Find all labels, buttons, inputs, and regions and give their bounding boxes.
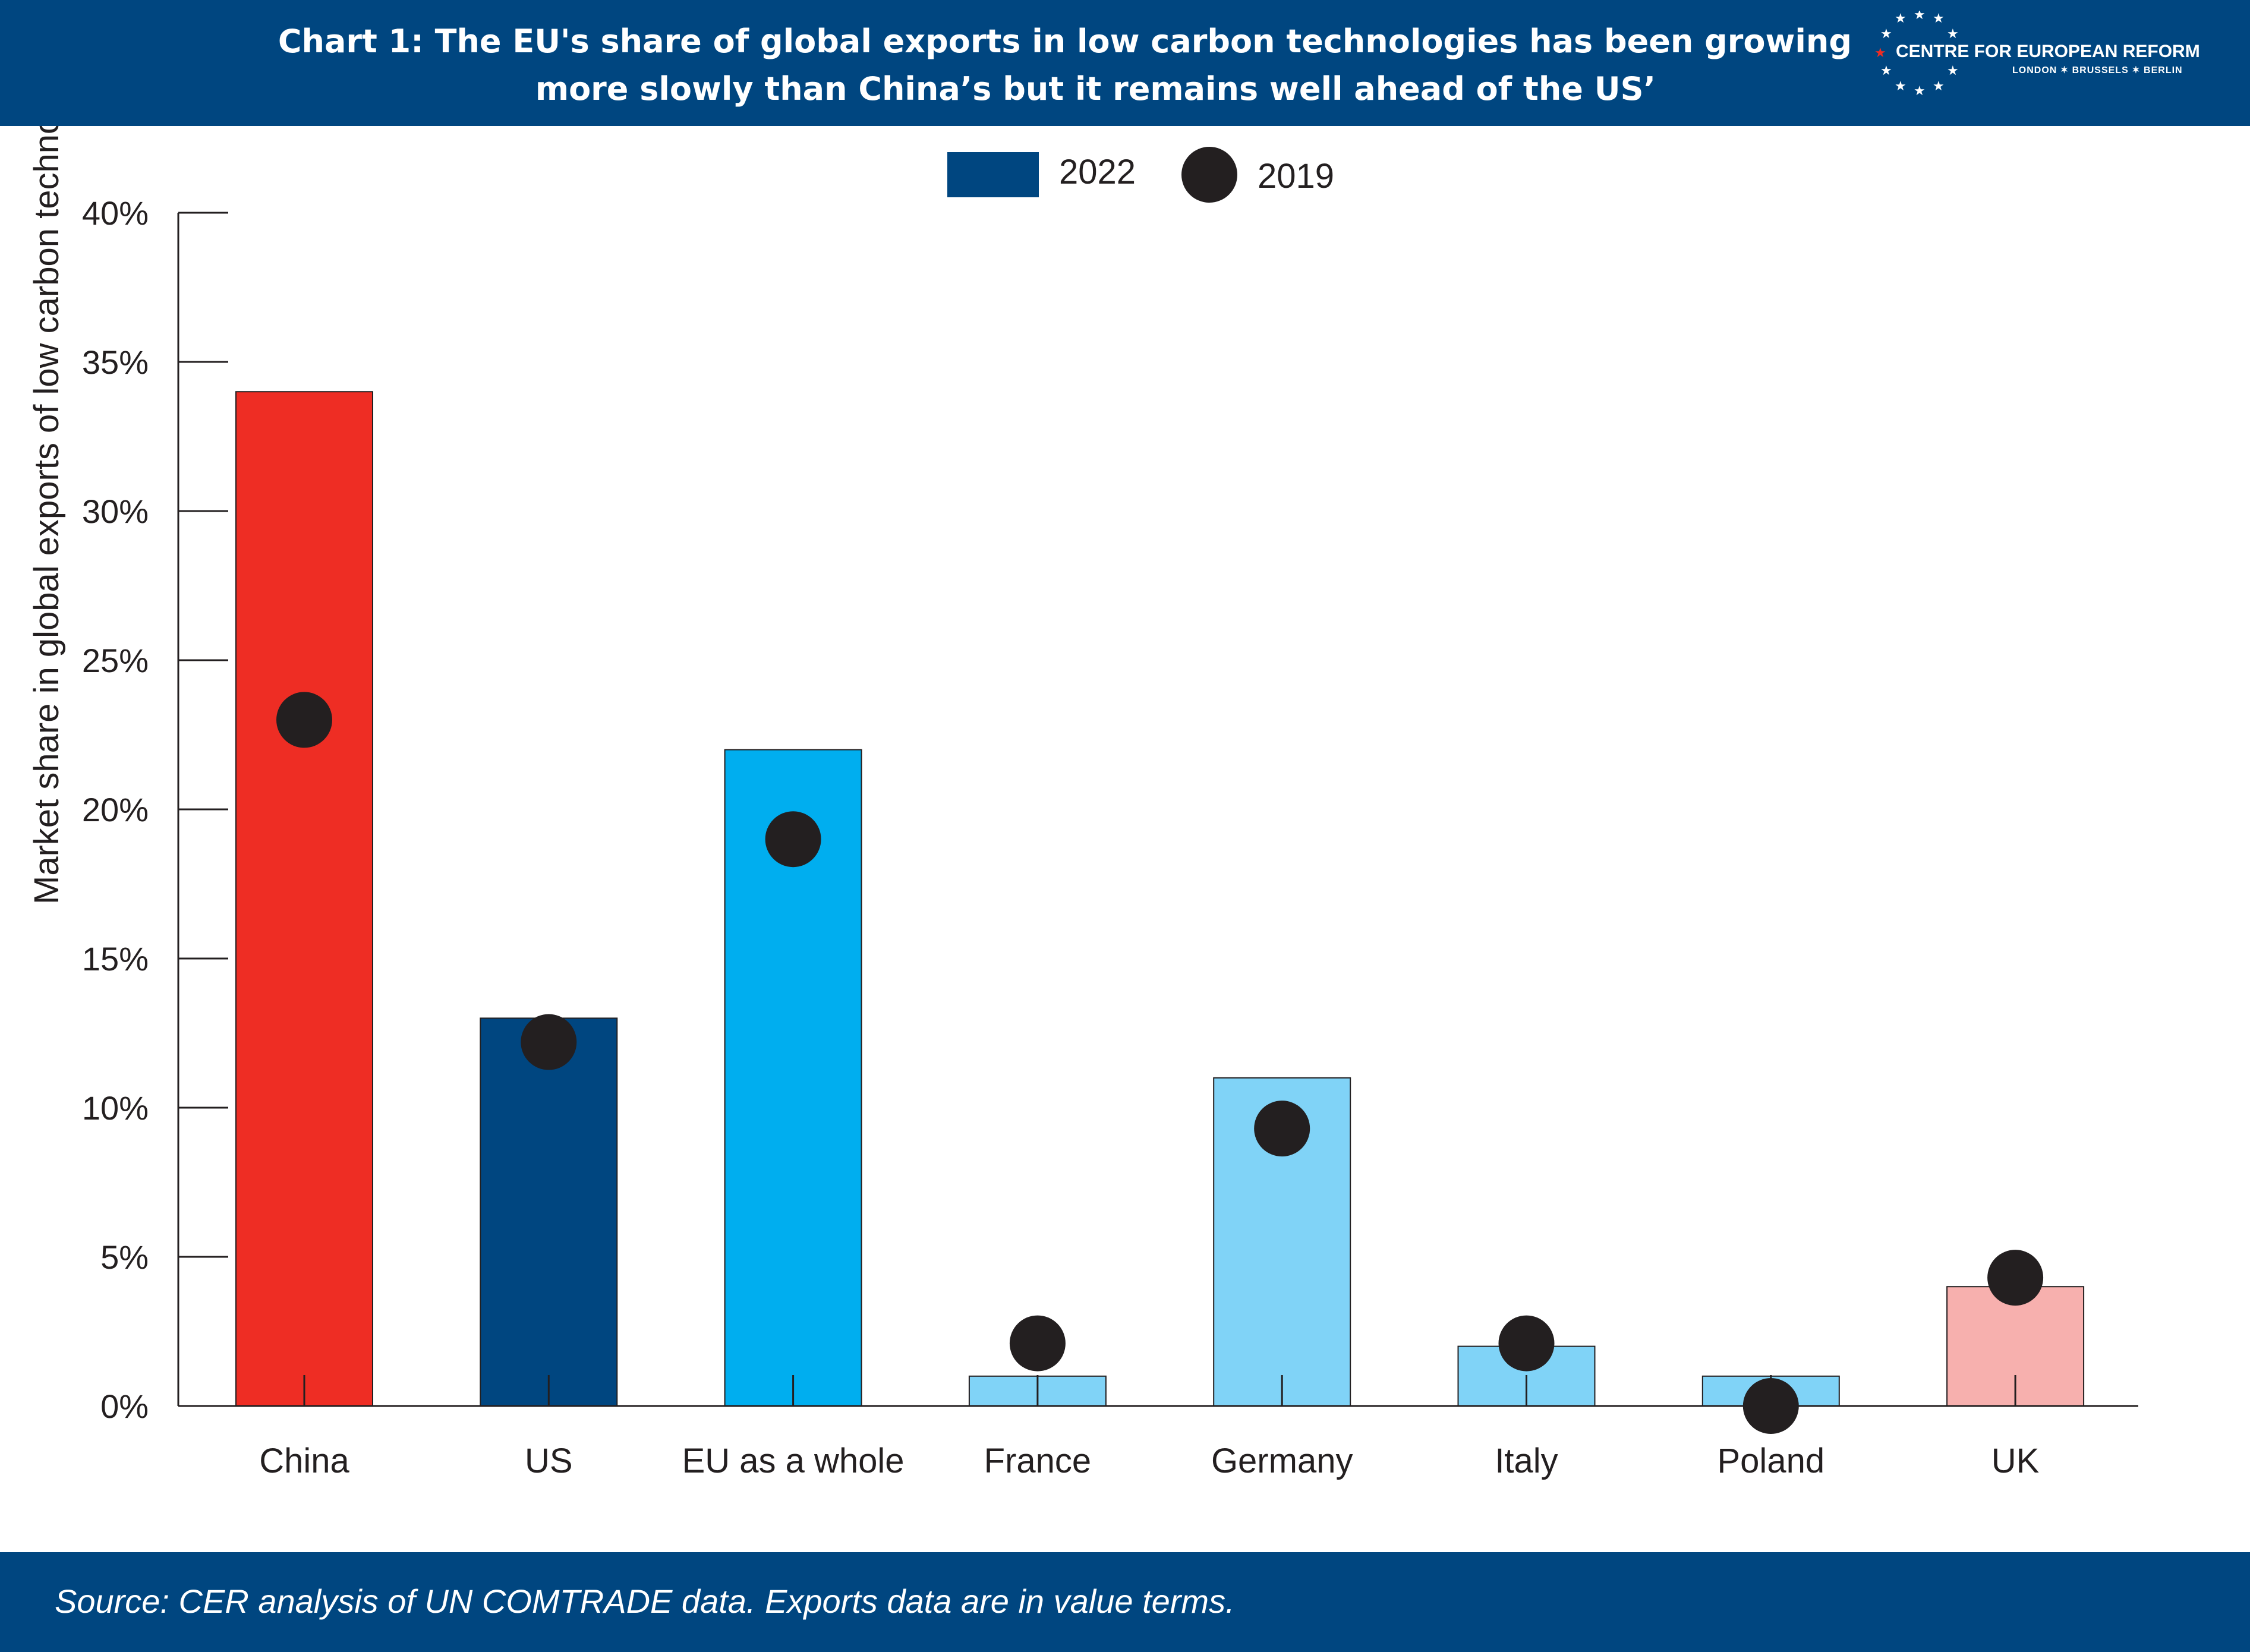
x-tick-label: Italy xyxy=(1495,1442,1558,1480)
dot-italy xyxy=(1498,1315,1555,1372)
svg-text:★: ★ xyxy=(1880,64,1892,78)
legend-swatch-2019 xyxy=(1181,147,1237,203)
x-tick-label: EU as a whole xyxy=(682,1442,905,1480)
chart-legend: 2022 2019 xyxy=(947,147,1334,203)
legend-swatch-2022 xyxy=(947,152,1039,197)
legend-label-2019: 2019 xyxy=(1258,157,1334,196)
svg-text:★: ★ xyxy=(1895,79,1906,94)
legend-label-2022: 2022 xyxy=(1059,153,1136,191)
logo-stars-icon: ★ ★ ★ ★ ★ ★ ★ ★ ★ ★ ★ xyxy=(1874,11,1959,99)
bar-series-2022 xyxy=(235,391,2085,1407)
y-tick-label: 20% xyxy=(82,791,149,828)
dot-france xyxy=(1009,1315,1066,1372)
logo-cities: LONDON ✶ BRUSSELS ✶ BERLIN xyxy=(2012,65,2183,75)
source-note: Source: CER analysis of UN COMTRADE data… xyxy=(55,1582,1235,1620)
y-axis: 0% 5% 10% 15% 20% 25% 30% 35% 40% xyxy=(82,194,228,1425)
dot-china xyxy=(276,692,332,748)
y-tick-label: 10% xyxy=(82,1089,149,1127)
x-tick-label: China xyxy=(259,1442,349,1480)
x-axis: China US EU as a whole France Germany Italy Po… xyxy=(178,1405,2138,1480)
svg-text:★: ★ xyxy=(1880,27,1892,42)
dot-us xyxy=(521,1014,577,1070)
chart-title-line-2: more slowly than China’s but it remains … xyxy=(535,70,1656,108)
chart-footer xyxy=(0,1552,2250,1652)
svg-text:★: ★ xyxy=(1947,27,1959,42)
svg-text:★: ★ xyxy=(1914,84,1926,99)
x-tick-label: Poland xyxy=(1717,1442,1824,1480)
x-tick-label: France xyxy=(984,1442,1092,1480)
dot-uk xyxy=(1987,1250,2044,1306)
y-axis-label: Market share in global exports of low ca… xyxy=(27,126,66,904)
y-tick-label: 40% xyxy=(82,194,149,232)
chart-header: Chart 1: The EU's share of global export… xyxy=(0,0,2250,126)
y-tick-label: 5% xyxy=(100,1238,149,1276)
logo-name: CENTRE FOR EUROPEAN REFORM xyxy=(1896,42,2200,61)
svg-text:★: ★ xyxy=(1933,79,1945,94)
svg-text:★: ★ xyxy=(1914,11,1926,23)
y-tick-label: 35% xyxy=(82,343,149,381)
svg-text:★: ★ xyxy=(1947,64,1959,78)
dot-eu-as-a-whole xyxy=(765,811,821,868)
y-tick-label: 15% xyxy=(82,940,149,978)
svg-text:★: ★ xyxy=(1895,11,1906,26)
dot-germany xyxy=(1254,1101,1310,1157)
y-tick-label: 0% xyxy=(100,1388,149,1425)
y-tick-label: 25% xyxy=(82,642,149,679)
chart-title-line-1: Chart 1: The EU's share of global export… xyxy=(278,23,1852,60)
x-tick-label: US xyxy=(525,1442,573,1480)
bar-china xyxy=(235,391,373,1407)
bar-chart: 2022 2019 Market share in global exports… xyxy=(27,126,2138,1480)
svg-text:★: ★ xyxy=(1933,11,1945,26)
bar-us xyxy=(480,1017,618,1407)
x-tick-label: UK xyxy=(1991,1442,2040,1480)
x-tick-label: Germany xyxy=(1211,1442,1353,1480)
svg-text:★: ★ xyxy=(1874,46,1886,61)
y-tick-label: 30% xyxy=(82,493,149,530)
